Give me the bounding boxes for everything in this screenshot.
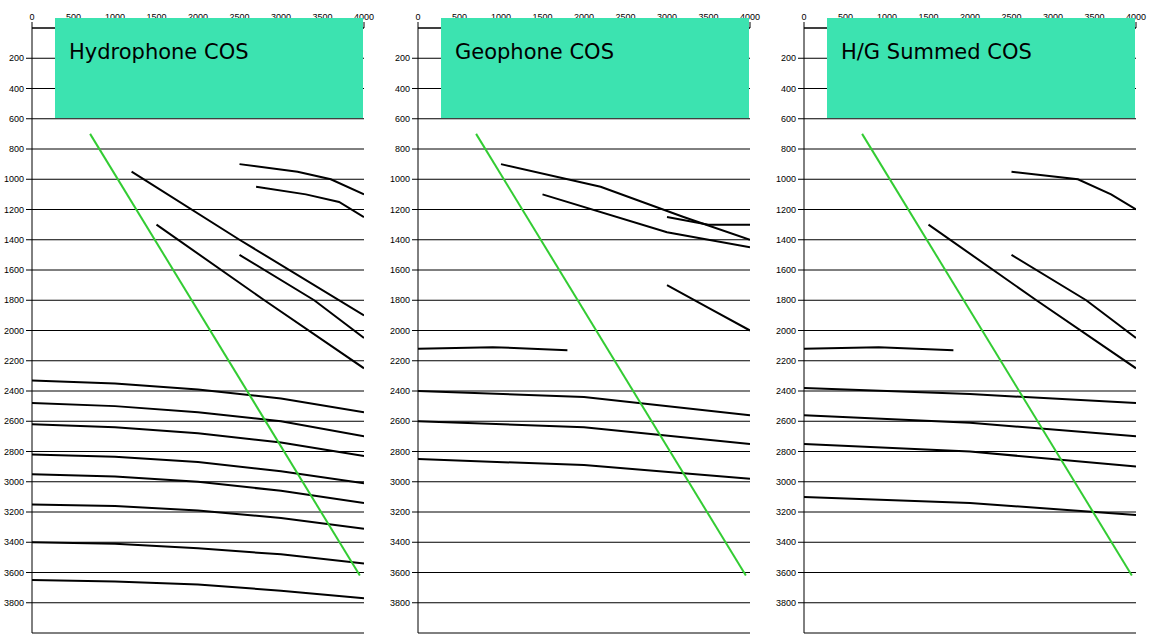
svg-text:1600: 1600 bbox=[4, 265, 24, 275]
svg-text:1000: 1000 bbox=[491, 12, 511, 22]
svg-text:3600: 3600 bbox=[776, 568, 796, 578]
svg-text:1400: 1400 bbox=[390, 235, 410, 245]
svg-text:2400: 2400 bbox=[776, 386, 796, 396]
svg-text:3400: 3400 bbox=[390, 537, 410, 547]
svg-text:3000: 3000 bbox=[4, 477, 24, 487]
svg-text:3400: 3400 bbox=[776, 537, 796, 547]
svg-text:3500: 3500 bbox=[698, 12, 719, 22]
svg-text:1800: 1800 bbox=[4, 295, 24, 305]
svg-text:400: 400 bbox=[781, 84, 796, 94]
svg-text:2800: 2800 bbox=[390, 447, 410, 457]
svg-text:2000: 2000 bbox=[188, 12, 208, 22]
svg-text:3600: 3600 bbox=[4, 568, 24, 578]
svg-text:1400: 1400 bbox=[4, 235, 24, 245]
svg-text:2800: 2800 bbox=[4, 447, 24, 457]
svg-text:1200: 1200 bbox=[4, 205, 24, 215]
svg-text:200: 200 bbox=[9, 53, 24, 63]
svg-text:1500: 1500 bbox=[532, 12, 553, 22]
svg-text:2400: 2400 bbox=[4, 386, 24, 396]
svg-text:1200: 1200 bbox=[390, 205, 410, 215]
svg-text:2500: 2500 bbox=[615, 12, 636, 22]
svg-text:3000: 3000 bbox=[1043, 12, 1063, 22]
svg-text:2600: 2600 bbox=[776, 416, 796, 426]
html-text:Hydrophone COS: Hydrophone COS bbox=[69, 40, 249, 64]
svg-text:2000: 2000 bbox=[776, 326, 796, 336]
svg-text:3800: 3800 bbox=[390, 598, 410, 608]
svg-text:500: 500 bbox=[66, 12, 81, 22]
svg-text:2000: 2000 bbox=[390, 326, 410, 336]
svg-text:3500: 3500 bbox=[312, 12, 333, 22]
svg-text:400: 400 bbox=[395, 84, 410, 94]
svg-text:3800: 3800 bbox=[776, 598, 796, 608]
svg-text:800: 800 bbox=[9, 144, 24, 154]
svg-text:600: 600 bbox=[395, 114, 410, 124]
svg-text:1600: 1600 bbox=[390, 265, 410, 275]
svg-text:0: 0 bbox=[801, 12, 806, 22]
svg-text:2600: 2600 bbox=[4, 416, 24, 426]
svg-text:3000: 3000 bbox=[776, 477, 796, 487]
svg-text:1000: 1000 bbox=[390, 174, 410, 184]
svg-text:3500: 3500 bbox=[1084, 12, 1105, 22]
svg-text:4000: 4000 bbox=[740, 12, 760, 22]
svg-text:2400: 2400 bbox=[390, 386, 410, 396]
svg-text:3000: 3000 bbox=[657, 12, 677, 22]
svg-text:3000: 3000 bbox=[271, 12, 291, 22]
svg-text:2500: 2500 bbox=[1001, 12, 1022, 22]
svg-text:2000: 2000 bbox=[574, 12, 594, 22]
svg-text:3800: 3800 bbox=[4, 598, 24, 608]
html-text:H/G Summed COS: H/G Summed COS bbox=[841, 40, 1032, 64]
svg-text:3600: 3600 bbox=[390, 568, 410, 578]
svg-text:3400: 3400 bbox=[4, 537, 24, 547]
svg-text:800: 800 bbox=[395, 144, 410, 154]
svg-text:1800: 1800 bbox=[390, 295, 410, 305]
svg-text:2500: 2500 bbox=[229, 12, 250, 22]
svg-text:2200: 2200 bbox=[4, 356, 24, 366]
svg-text:1800: 1800 bbox=[776, 295, 796, 305]
svg-text:1400: 1400 bbox=[776, 235, 796, 245]
svg-text:600: 600 bbox=[781, 114, 796, 124]
svg-text:1000: 1000 bbox=[105, 12, 125, 22]
svg-text:3200: 3200 bbox=[390, 507, 410, 517]
svg-text:500: 500 bbox=[838, 12, 853, 22]
svg-text:3200: 3200 bbox=[4, 507, 24, 517]
svg-text:2800: 2800 bbox=[776, 447, 796, 457]
svg-text:400: 400 bbox=[9, 84, 24, 94]
svg-text:800: 800 bbox=[781, 144, 796, 154]
svg-text:1000: 1000 bbox=[4, 174, 24, 184]
svg-text:2200: 2200 bbox=[776, 356, 796, 366]
svg-text:600: 600 bbox=[9, 114, 24, 124]
svg-text:1500: 1500 bbox=[146, 12, 167, 22]
svg-text:2200: 2200 bbox=[390, 356, 410, 366]
svg-text:2000: 2000 bbox=[4, 326, 24, 336]
svg-text:1600: 1600 bbox=[776, 265, 796, 275]
svg-text:500: 500 bbox=[452, 12, 467, 22]
svg-text:3200: 3200 bbox=[776, 507, 796, 517]
svg-text:0: 0 bbox=[29, 12, 34, 22]
svg-text:3000: 3000 bbox=[390, 477, 410, 487]
svg-text:2000: 2000 bbox=[960, 12, 980, 22]
svg-text:2600: 2600 bbox=[390, 416, 410, 426]
svg-text:200: 200 bbox=[781, 53, 796, 63]
svg-text:4000: 4000 bbox=[354, 12, 374, 22]
svg-text:200: 200 bbox=[395, 53, 410, 63]
svg-text:1500: 1500 bbox=[918, 12, 939, 22]
svg-text:1200: 1200 bbox=[776, 205, 796, 215]
svg-text:1000: 1000 bbox=[776, 174, 796, 184]
svg-text:1000: 1000 bbox=[877, 12, 897, 22]
html-text:Geophone COS: Geophone COS bbox=[455, 40, 614, 64]
svg-text:4000: 4000 bbox=[1126, 12, 1146, 22]
svg-text:0: 0 bbox=[415, 12, 420, 22]
